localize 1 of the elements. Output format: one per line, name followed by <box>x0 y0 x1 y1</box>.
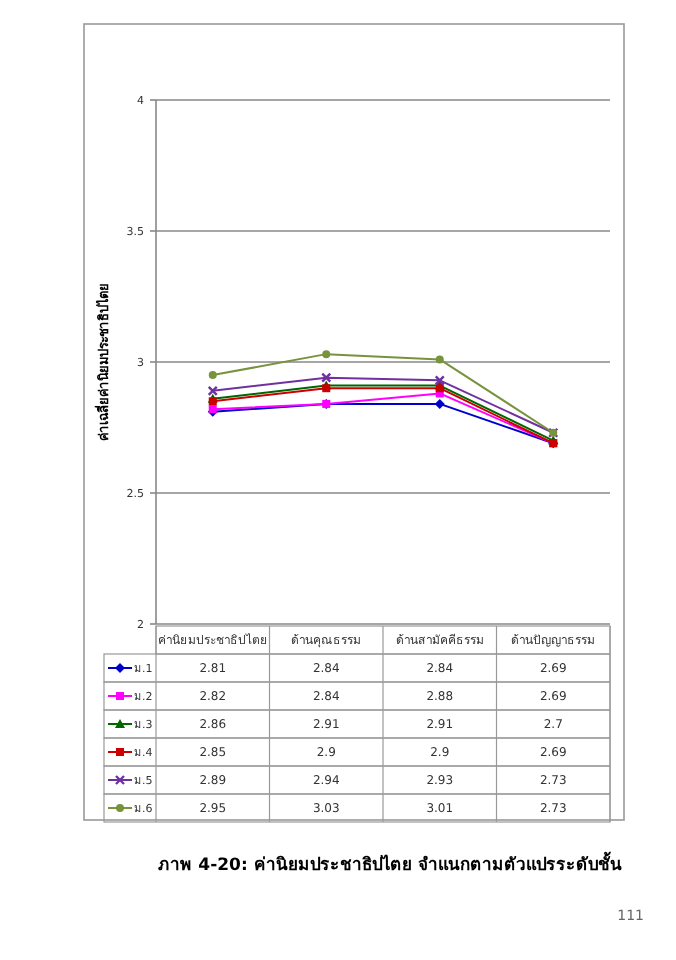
text: ภาพ 4-20: ค่านิยมประชาธิปไตย จำแนกตามตัวแปรระดับชั้น <box>158 850 622 876</box>
